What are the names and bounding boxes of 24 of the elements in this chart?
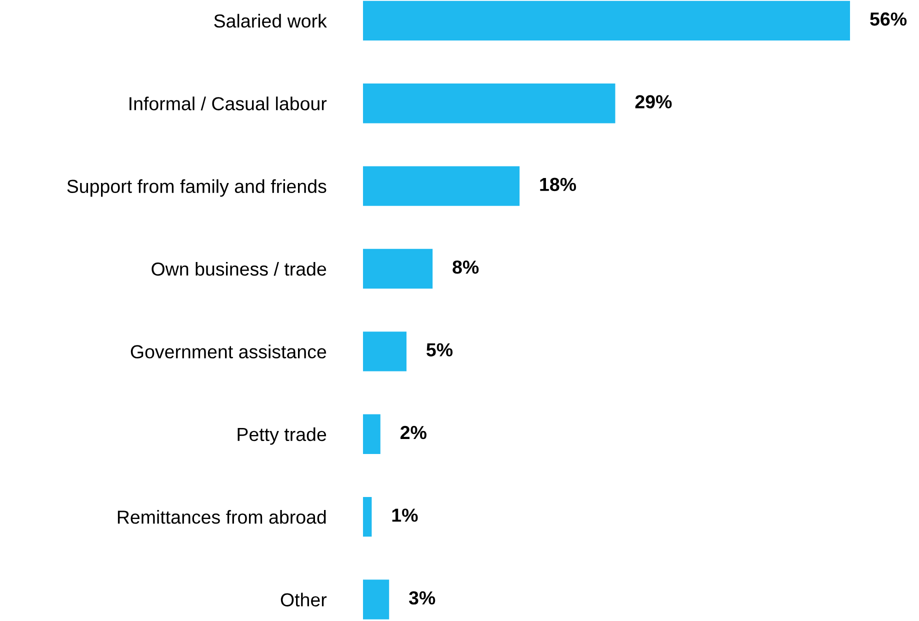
y-tick-label: Support from family and friends [67, 179, 326, 197]
y-tick-label: Government assistance [130, 344, 326, 358]
y-tick-label: Petty trade [238, 427, 326, 445]
data-label: 8% [452, 260, 479, 274]
data-label: 5% [426, 343, 453, 356]
bar [363, 496, 372, 537]
data-label: 29% [635, 95, 672, 108]
y-tick-label: Informal / Casual labour [130, 96, 327, 110]
data-label: 3% [408, 591, 436, 605]
y-tick-label: Remittances from abroad [118, 510, 326, 524]
data-label: 1% [392, 508, 418, 522]
bar [363, 248, 433, 289]
bar [363, 414, 380, 454]
bar [363, 332, 406, 372]
bar [363, 0, 850, 41]
y-tick-label: Salaried work [214, 14, 327, 28]
bar [363, 166, 520, 206]
data-label: 2% [400, 426, 426, 440]
data-label: 18% [540, 178, 576, 192]
bar [363, 84, 616, 124]
data-label: 56% [870, 12, 907, 26]
bar [363, 580, 390, 620]
y-tick-label: Other [280, 592, 327, 606]
y-tick-label: Own business / trade [152, 262, 326, 276]
